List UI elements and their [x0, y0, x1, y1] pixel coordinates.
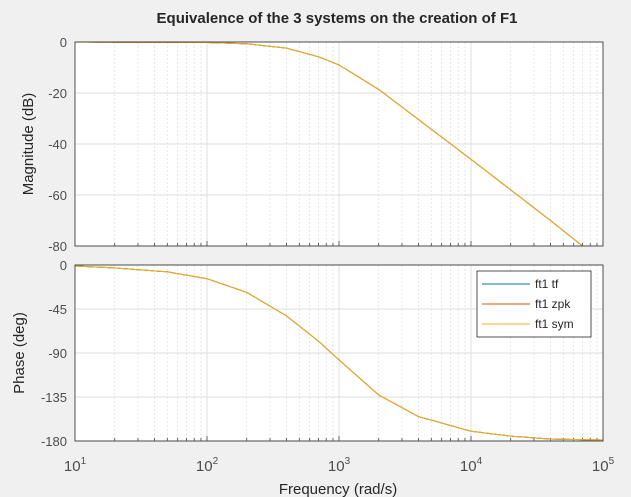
magnitude-y-tick-label: 0 — [60, 35, 67, 50]
phase-y-tick-label: -45 — [48, 302, 67, 317]
phase-axes: 0 -45 -90 -135 -180 Phase (deg) ft1 tf ft1 z… — [11, 258, 604, 449]
legend-label-ft1-zpk: ft1 zpk — [535, 297, 571, 311]
x-axis-label: Frequency (rad/s) — [279, 481, 397, 497]
legend: ft1 tf ft1 zpk ft1 sym — [476, 270, 592, 338]
chart-title: Equivalence of the 3 systems on the crea… — [157, 10, 518, 27]
magnitude-lines — [75, 41, 583, 247]
x-tick-labels: 101 102 103 104 105 — [64, 456, 615, 475]
magnitude-frame — [74, 41, 604, 247]
phase-ylabel: Phase (deg) — [11, 312, 28, 394]
legend-label-ft1-tf: ft1 tf — [535, 277, 559, 291]
legend-label-ft1-sym: ft1 sym — [535, 317, 574, 331]
magnitude-y-tick-label: -60 — [48, 188, 67, 203]
x-tick-label: 104 — [460, 456, 483, 475]
x-tick-label: 103 — [328, 456, 351, 475]
phase-lines — [74, 265, 604, 441]
phase-series-ft1-sym — [74, 265, 604, 441]
magnitude-ylabel: Magnitude (dB) — [20, 93, 37, 196]
magnitude-axes: 0 -20 -40 -60 -80 Magnitude (dB) — [20, 35, 604, 254]
magnitude-y-ticks: 0 -20 -40 -60 -80 — [48, 35, 67, 254]
phase-y-tick-label: -135 — [41, 390, 67, 405]
magnitude-grid — [75, 41, 603, 247]
x-tick-label: 105 — [592, 456, 615, 475]
phase-y-tick-label: -90 — [48, 346, 67, 361]
x-tick-label: 102 — [196, 456, 219, 475]
magnitude-y-tick-label: -40 — [48, 137, 67, 152]
magnitude-y-tick-label: -20 — [48, 86, 67, 101]
phase-y-tick-label: 0 — [60, 258, 67, 273]
x-tick-label: 101 — [64, 456, 87, 475]
magnitude-y-tick-label: -80 — [48, 239, 67, 254]
magnitude-series-ft1-sym — [75, 41, 583, 247]
phase-y-ticks: 0 -45 -90 -135 -180 — [41, 258, 67, 449]
phase-y-tick-label: -180 — [41, 434, 67, 449]
phase-frame — [74, 264, 604, 442]
